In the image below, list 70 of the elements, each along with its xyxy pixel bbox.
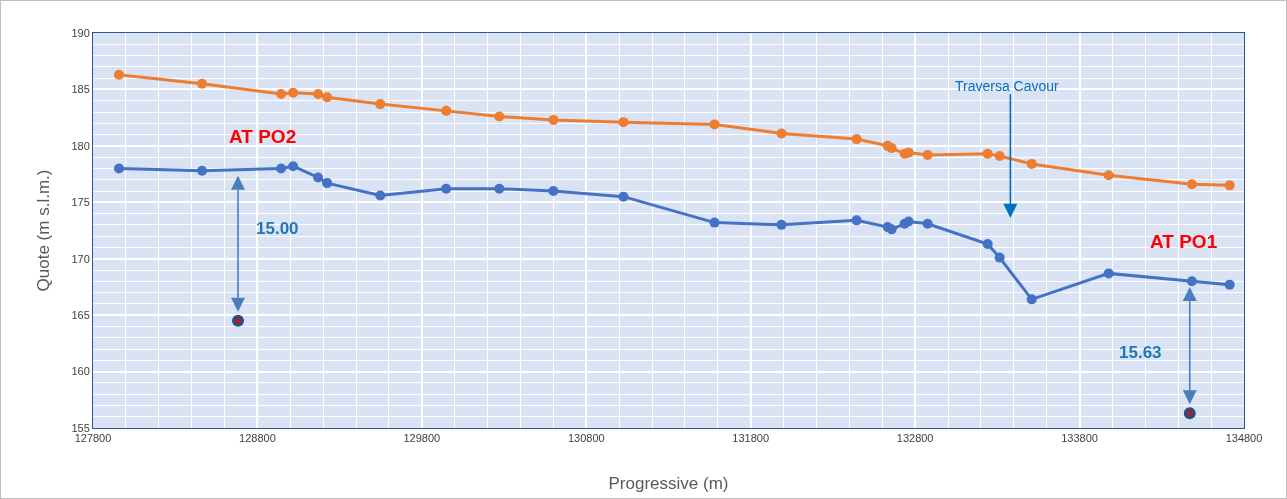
- point: [851, 215, 862, 226]
- point: [1026, 158, 1037, 169]
- y-tick-label: 180: [71, 139, 90, 152]
- point: [494, 183, 505, 194]
- point: [548, 186, 559, 196]
- point: [903, 216, 914, 227]
- y-axis-title: Quote (m s.l.m.): [34, 169, 53, 292]
- annotation: AT PO1: [1150, 231, 1218, 252]
- y-tick-label: 170: [71, 252, 90, 265]
- annotation: 15.00: [256, 219, 299, 238]
- point: [232, 314, 245, 327]
- annotation: Traversa Cavour: [955, 78, 1060, 94]
- x-tick-label: 133800: [1061, 432, 1098, 445]
- point: [994, 252, 1005, 263]
- point: [982, 239, 993, 250]
- point: [886, 224, 897, 235]
- point: [313, 172, 324, 183]
- point: [994, 151, 1005, 162]
- point: [375, 190, 386, 201]
- point: [322, 92, 333, 103]
- point: [1103, 170, 1114, 181]
- point: [1224, 279, 1235, 290]
- x-tick-label: 131800: [732, 432, 770, 445]
- point: [375, 99, 386, 110]
- point: [548, 114, 559, 125]
- point: [618, 191, 629, 202]
- point: [1186, 276, 1197, 287]
- point: [1186, 179, 1197, 190]
- point: [494, 111, 505, 122]
- point: [1224, 180, 1235, 191]
- point: [776, 128, 787, 139]
- point: [441, 105, 452, 116]
- point: [1026, 294, 1037, 305]
- point: [197, 165, 208, 176]
- y-tick-label: 190: [71, 26, 90, 39]
- point: [276, 88, 287, 99]
- point: [776, 219, 787, 230]
- point: [197, 78, 208, 89]
- point: [709, 217, 720, 228]
- x-tick-label: 127800: [74, 432, 112, 445]
- point: [922, 218, 933, 229]
- x-tick-label: 134800: [1225, 432, 1263, 445]
- y-tick-label: 165: [71, 308, 90, 321]
- annotation: AT PO2: [229, 126, 297, 147]
- x-tick-label: 129800: [403, 432, 441, 445]
- point: [922, 149, 933, 160]
- point: [709, 119, 720, 130]
- point: [851, 134, 862, 145]
- point: [441, 183, 452, 194]
- x-tick-label: 128800: [239, 432, 276, 445]
- point: [1103, 268, 1114, 279]
- x-tick-label: 132800: [896, 432, 934, 445]
- point: [618, 117, 629, 128]
- point: [276, 163, 287, 174]
- point: [982, 148, 993, 159]
- point: [288, 161, 299, 172]
- point: [886, 143, 897, 154]
- point: [313, 88, 324, 99]
- point: [288, 87, 299, 98]
- annotation: 15.63: [1119, 343, 1162, 362]
- point: [113, 69, 124, 80]
- point: [113, 163, 124, 174]
- point: [322, 178, 333, 189]
- y-tick-label: 160: [71, 365, 90, 378]
- x-tick-label: 130800: [567, 432, 605, 445]
- point: [1183, 407, 1196, 420]
- x-axis-title: Progressive (m): [608, 474, 729, 493]
- y-tick-label: 155: [71, 421, 90, 434]
- y-tick-label: 175: [71, 196, 90, 209]
- y-tick-label: 185: [71, 83, 90, 96]
